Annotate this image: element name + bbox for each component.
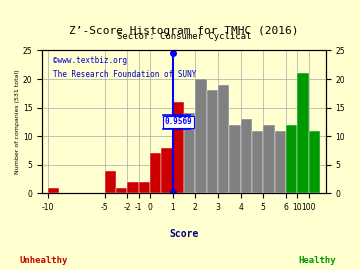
Bar xyxy=(127,182,139,193)
Text: Unhealthy: Unhealthy xyxy=(19,256,67,265)
Bar xyxy=(252,130,263,193)
X-axis label: Score: Score xyxy=(169,229,199,239)
Bar xyxy=(218,85,229,193)
Bar xyxy=(116,188,127,193)
Bar xyxy=(172,102,184,193)
Y-axis label: Number of companies (531 total): Number of companies (531 total) xyxy=(15,70,20,174)
Text: 0.9569: 0.9569 xyxy=(165,117,192,126)
Text: The Research Foundation of SUNY: The Research Foundation of SUNY xyxy=(54,70,197,79)
Bar xyxy=(309,130,320,193)
Bar xyxy=(48,188,59,193)
Bar xyxy=(195,79,207,193)
Bar xyxy=(229,125,240,193)
Title: Z’-Score Histogram for TMHC (2016): Z’-Score Histogram for TMHC (2016) xyxy=(69,26,299,36)
Bar xyxy=(184,113,195,193)
Text: ©www.textbiz.org: ©www.textbiz.org xyxy=(54,56,127,65)
Bar xyxy=(286,125,297,193)
Bar xyxy=(139,182,150,193)
Text: Sector: Consumer Cyclical: Sector: Consumer Cyclical xyxy=(117,32,251,41)
Bar xyxy=(207,90,218,193)
Bar xyxy=(263,125,275,193)
Bar xyxy=(150,153,161,193)
Bar xyxy=(161,148,172,193)
Bar xyxy=(275,130,286,193)
Text: Healthy: Healthy xyxy=(298,256,336,265)
Bar xyxy=(240,119,252,193)
Bar xyxy=(104,171,116,193)
Bar xyxy=(297,73,309,193)
